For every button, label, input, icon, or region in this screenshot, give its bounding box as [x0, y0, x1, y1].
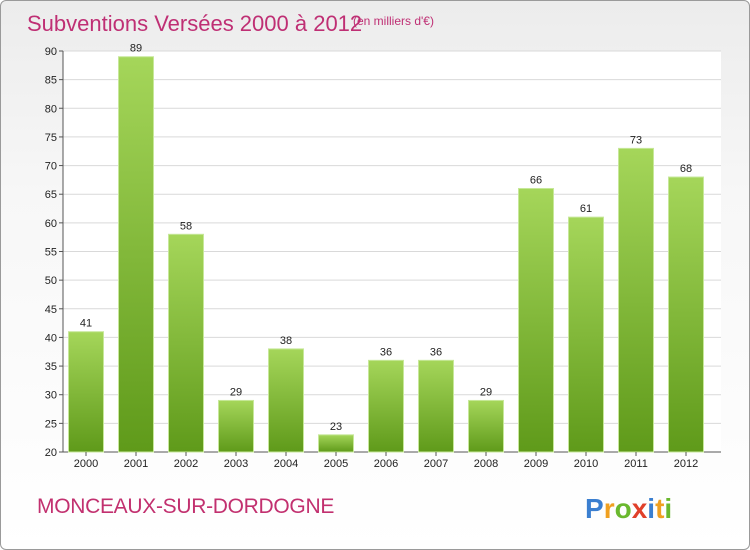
bar-2000 [68, 331, 104, 453]
bar-2011 [618, 147, 654, 453]
value-label-2006: 36 [380, 346, 392, 358]
x-tick-label-2010: 2010 [574, 458, 598, 470]
value-label-2003: 29 [230, 386, 242, 398]
bar-2006 [368, 359, 404, 453]
proxiti-logo: Proxiti [585, 493, 672, 524]
svg-text:Proxiti: Proxiti [585, 493, 672, 524]
bar-2002 [168, 233, 204, 453]
chart-title: Subventions Versées 2000 à 2012 [27, 11, 363, 36]
y-tick-label: 60 [45, 218, 57, 230]
y-tick-label: 40 [45, 332, 57, 344]
municipality-name: MONCEAUX-SUR-DORDOGNE [37, 495, 335, 518]
x-tick-label-2001: 2001 [124, 458, 148, 470]
x-tick-label-2003: 2003 [224, 458, 248, 470]
x-tick-label-2006: 2006 [374, 458, 398, 470]
bar-2009 [518, 187, 554, 453]
y-tick-label: 45 [45, 304, 57, 316]
value-label-2008: 29 [480, 386, 492, 398]
bar-2004 [268, 348, 304, 453]
value-label-2004: 38 [280, 335, 292, 347]
y-tick-label: 90 [45, 46, 57, 58]
x-tick-label-2007: 2007 [424, 458, 448, 470]
value-label-2011: 73 [630, 134, 642, 146]
value-label-2012: 68 [680, 163, 692, 175]
y-tick-label: 70 [45, 161, 57, 173]
value-label-2005: 23 [330, 421, 342, 433]
x-tick-label-2002: 2002 [174, 458, 198, 470]
x-tick-label-2009: 2009 [524, 458, 548, 470]
value-label-2001: 89 [130, 43, 142, 55]
bar-2001 [118, 56, 154, 453]
value-label-2007: 36 [430, 346, 442, 358]
bar-2008 [468, 399, 504, 453]
y-tick-label: 30 [45, 390, 57, 402]
y-tick-label: 75 [45, 132, 57, 144]
x-tick-label-2012: 2012 [674, 458, 698, 470]
y-tick-label: 65 [45, 189, 57, 201]
y-tick-label: 25 [45, 418, 57, 430]
value-label-2002: 58 [180, 220, 192, 232]
bar-2010 [568, 216, 604, 453]
y-tick-label: 35 [45, 361, 57, 373]
value-label-2010: 61 [580, 203, 592, 215]
bar-2012 [668, 176, 704, 453]
y-tick-label: 50 [45, 275, 57, 287]
x-tick-label-2008: 2008 [474, 458, 498, 470]
bar-2007 [418, 359, 454, 453]
x-tick-label-2005: 2005 [324, 458, 348, 470]
x-tick-label-2004: 2004 [274, 458, 298, 470]
bar-2005 [318, 434, 354, 453]
x-tick-label-2011: 2011 [624, 458, 648, 470]
x-tick-label-2000: 2000 [74, 458, 98, 470]
bar-2003 [218, 399, 254, 453]
chart-subtitle: (en milliers d'€) [353, 14, 434, 28]
y-tick-label: 20 [45, 447, 57, 459]
value-label-2000: 41 [80, 318, 92, 330]
y-tick-label: 55 [45, 247, 57, 259]
y-tick-label: 85 [45, 75, 57, 87]
value-label-2009: 66 [530, 174, 542, 186]
y-tick-label: 80 [45, 103, 57, 115]
